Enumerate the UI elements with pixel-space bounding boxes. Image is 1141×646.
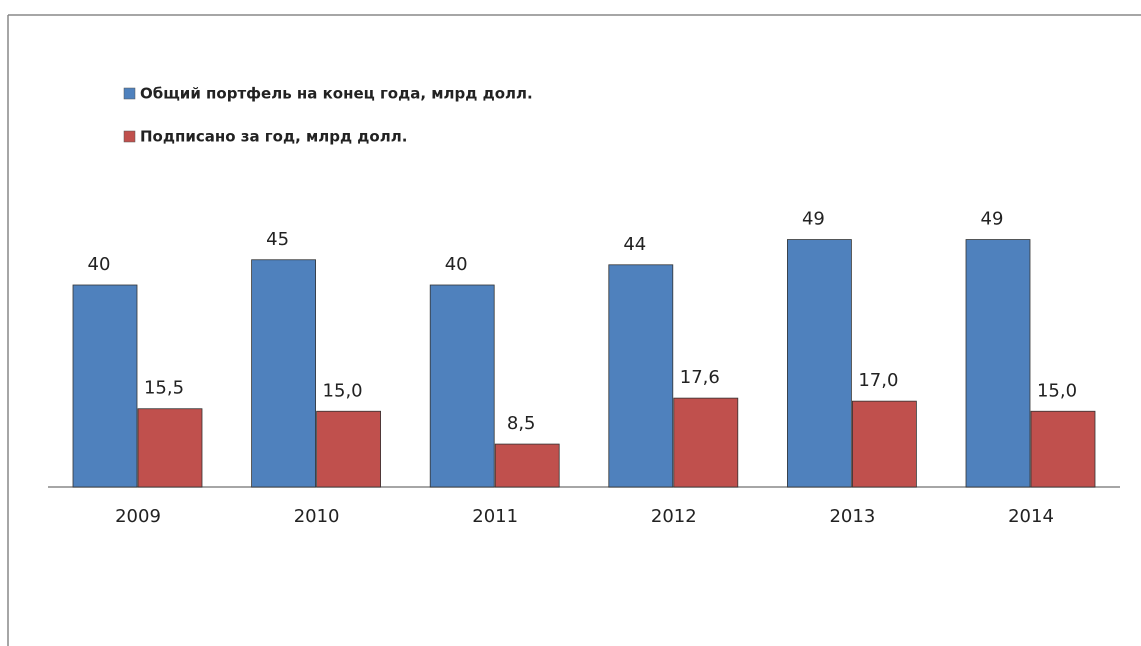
bar (137, 408, 203, 488)
data-label: 45 (266, 229, 289, 250)
data-label: 17,0 (858, 370, 898, 391)
legend-label: Общий портфель на конец года, млрд долл. (140, 85, 533, 103)
bar (316, 410, 382, 488)
x-tick-label: 2014 (1008, 506, 1054, 527)
bar (608, 264, 674, 488)
data-label: 44 (623, 234, 646, 255)
bar (673, 397, 739, 488)
data-label: 40 (445, 254, 468, 275)
bar (251, 259, 317, 488)
data-label: 8,5 (507, 413, 536, 434)
data-label: 15,0 (1037, 380, 1077, 401)
bar (965, 239, 1031, 488)
legend-swatch (123, 130, 136, 143)
bar (787, 239, 852, 488)
data-label: 15,5 (144, 378, 184, 399)
data-label: 40 (88, 254, 111, 275)
bar (72, 284, 138, 488)
bar (852, 400, 917, 488)
bar (1030, 410, 1096, 488)
x-tick-label: 2011 (472, 506, 518, 527)
legend-label: Подписано за год, млрд долл. (140, 128, 407, 146)
bar (494, 443, 560, 488)
x-tick-label: 2010 (294, 506, 340, 527)
data-label: 15,0 (323, 380, 363, 401)
legend-swatch (123, 87, 136, 100)
bar (429, 284, 495, 488)
x-tick-label: 2013 (829, 506, 875, 527)
data-label: 49 (981, 209, 1004, 230)
data-label: 17,6 (680, 367, 720, 388)
data-label: 49 (802, 209, 825, 230)
x-tick-label: 2012 (651, 506, 697, 527)
x-tick-label: 2009 (115, 506, 161, 527)
